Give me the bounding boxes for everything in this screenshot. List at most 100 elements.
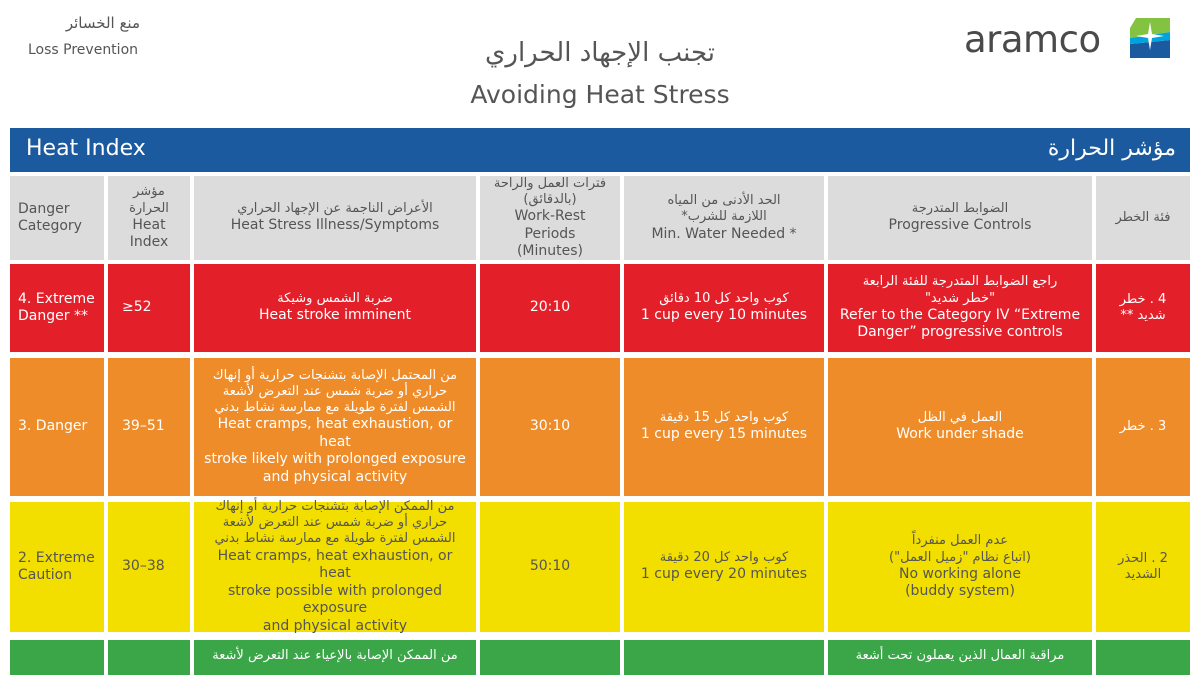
row-caution-water [624, 640, 824, 675]
column-header-progressive-controls: الضوابط المتدرجة Progressive Controls [828, 176, 1092, 260]
row-extreme-danger-category-arabic: 4 . خطر شديد ** [1096, 264, 1190, 352]
column-header-symptoms: الأعراض الناجمة عن الإجهاد الحراري Heat … [194, 176, 476, 260]
row-extreme-caution-work-rest: 50:10 [480, 502, 620, 632]
cell-text-arabic: 3 . خطر [1119, 418, 1167, 434]
cell-text-arabic: (اتباع نظام "زميل العمل") [889, 549, 1031, 565]
cell-text: 30:10 [529, 418, 571, 435]
header-title-english: Heat Index [26, 136, 146, 161]
cell-text: 3. Danger [18, 418, 88, 435]
header-text-arabic: مؤشر الحرارة [129, 184, 169, 216]
cell-text: 2. Extreme [18, 549, 95, 566]
cell-text-arabic: شديد ** [1120, 308, 1166, 323]
column-header-work-rest: فترات العمل والراحة (بالدقائق) Work-Rest… [480, 176, 620, 260]
cell-text: Heat cramps, heat exhaustion, or heat [217, 547, 453, 582]
cell-text: stroke possible with prolonged exposure [227, 582, 442, 617]
header-title-arabic: مؤشر الحرارة [1047, 136, 1176, 161]
cell-text: 1 cup every 15 minutes [640, 426, 808, 443]
column-header-category-arabic: فئة الخطر [1096, 176, 1190, 260]
cell-text-arabic: كوب واحد كل 10 دقائق [659, 291, 789, 307]
cell-text: stroke likely with prolonged exposure [204, 451, 466, 468]
cell-text: Caution [18, 567, 73, 583]
heat-index-header-bar: Heat Index مؤشر الحرارة [10, 128, 1190, 172]
cell-text-arabic: "خطر شديد" [924, 290, 996, 306]
header-text: Heat Stress Illness/Symptoms [230, 217, 440, 234]
aramco-star-icon [1130, 18, 1170, 58]
row-extreme-caution-water: كوب واحد كل 20 دقيقة 1 cup every 20 minu… [624, 502, 824, 632]
row-extreme-danger-category: 4. Extreme Danger ** [10, 264, 104, 352]
page-title-english: Avoiding Heat Stress [470, 80, 730, 109]
cell-text-arabic: العمل في الظل [917, 410, 1003, 426]
row-caution-symptoms: من الممكن الإصابة بالإعياء عند التعرض لأ… [194, 640, 476, 675]
cell-text: 4. Extreme [18, 290, 95, 307]
row-extreme-caution-symptoms: من الممكن الإصابة بتشنجات حرارية أو إنها… [194, 498, 476, 634]
cell-text: and physical activity [262, 468, 408, 485]
cell-text-arabic: كوب واحد كل 15 دقيقة [659, 410, 789, 426]
header-text: (Minutes) [516, 243, 584, 259]
row-caution-heat-index [108, 640, 190, 675]
cell-text: 20:10 [529, 299, 571, 316]
cell-text-arabic: من الممكن الإصابة بتشنجات حرارية أو إنها… [215, 498, 455, 514]
row-extreme-danger-work-rest: 20:10 [480, 264, 620, 352]
row-extreme-caution-controls: عدم العمل منفرداً (اتباع نظام "زميل العم… [828, 502, 1092, 632]
cell-text: 30–38 [122, 558, 165, 575]
cell-text-arabic: حراري أو ضربة شمس عند التعرض لأشعة [222, 383, 448, 399]
header-text-arabic: فئة الخطر [1115, 209, 1171, 225]
header-text: Danger [18, 200, 70, 217]
row-caution-category-arabic [1096, 640, 1190, 675]
logo-wordmark: aramco [964, 18, 1101, 61]
row-danger-controls: العمل في الظل Work under shade [828, 358, 1092, 496]
header-text-arabic: (بالدقائق) [523, 191, 577, 207]
cell-text-arabic: مراقبة العمال الذين يعملون تحت أشعة [855, 648, 1065, 663]
row-caution-controls: مراقبة العمال الذين يعملون تحت أشعة [828, 640, 1092, 675]
header-text: Min. Water Needed * [651, 225, 797, 242]
row-danger-water: كوب واحد كل 15 دقيقة 1 cup every 15 minu… [624, 358, 824, 496]
row-extreme-danger-heat-index: ≥52 [108, 264, 190, 352]
cell-text: Heat stroke imminent [258, 307, 412, 324]
cell-text-arabic: حراري أو ضربة شمس عند التعرض لأشعة [222, 515, 448, 531]
row-caution-work-rest [480, 640, 620, 675]
row-extreme-caution-category-arabic: 2 . الحذر الشديد [1096, 502, 1190, 632]
row-caution-category [10, 640, 104, 675]
row-extreme-danger-controls: راجع الضوابط المتدرجة للفئة الرابعة "خطر… [828, 264, 1092, 352]
aramco-logo: aramco [964, 16, 1174, 64]
cell-text: (buddy system) [905, 583, 1015, 600]
cell-text: 50:10 [529, 558, 571, 575]
department-name-english: Loss Prevention [28, 42, 139, 58]
cell-text: Danger” progressive controls [857, 324, 1063, 341]
row-danger-category: 3. Danger [10, 358, 104, 496]
row-danger-heat-index: 39–51 [108, 358, 190, 496]
cell-text-arabic: 4 . خطر [1119, 291, 1167, 307]
cell-text-arabic: من المحتمل الإصابة بتشنجات حرارية أو إنه… [212, 367, 458, 383]
cell-text: Work under shade [896, 426, 1024, 443]
cell-text-arabic: عدم العمل منفرداً [911, 533, 1009, 549]
header-text-arabic: الحد الأدنى من المياه [667, 193, 781, 208]
cell-text: Danger ** [18, 308, 88, 324]
cell-text: ≥52 [122, 299, 152, 316]
cell-text: 1 cup every 10 minutes [640, 307, 808, 324]
row-danger-symptoms: من المحتمل الإصابة بتشنجات حرارية أو إنه… [194, 358, 476, 496]
column-header-danger-category: Danger Category [10, 176, 104, 260]
page-title-arabic: تجنب الإجهاد الحراري [485, 38, 715, 68]
header-text: Heat Index [129, 216, 169, 251]
cell-text-arabic: الشمس لفترة طويلة مع ممارسة نشاط بدني [214, 400, 456, 416]
row-danger-work-rest: 30:10 [480, 358, 620, 496]
row-extreme-caution-heat-index: 30–38 [108, 502, 190, 632]
cell-text: 39–51 [122, 418, 165, 435]
cell-text-arabic: 2 . الحذر [1118, 550, 1168, 566]
row-extreme-danger-symptoms: ضربة الشمس وشيكة Heat stroke imminent [194, 264, 476, 352]
header-text: Category [18, 218, 82, 234]
cell-text-arabic: الشمس لفترة طويلة مع ممارسة نشاط بدني [214, 531, 456, 547]
cell-text: Refer to the Category IV “Extreme [839, 306, 1081, 323]
cell-text: and physical activity [262, 617, 408, 634]
row-danger-category-arabic: 3 . خطر [1096, 358, 1190, 496]
column-header-min-water: الحد الأدنى من المياه اللازمة للشرب* Min… [624, 176, 824, 260]
header-text-arabic: فترات العمل والراحة [493, 175, 607, 191]
header-text: Work-Rest Periods [514, 208, 586, 242]
row-extreme-caution-category: 2. Extreme Caution [10, 502, 104, 632]
column-header-heat-index: مؤشر الحرارة Heat Index [108, 176, 190, 260]
cell-text-arabic: الشديد [1124, 567, 1162, 582]
cell-text-arabic: ضربة الشمس وشيكة [277, 291, 393, 307]
header-text-arabic: الضوابط المتدرجة [911, 201, 1009, 217]
cell-text-arabic: راجع الضوابط المتدرجة للفئة الرابعة [862, 274, 1058, 290]
row-extreme-danger-water: كوب واحد كل 10 دقائق 1 cup every 10 minu… [624, 264, 824, 352]
